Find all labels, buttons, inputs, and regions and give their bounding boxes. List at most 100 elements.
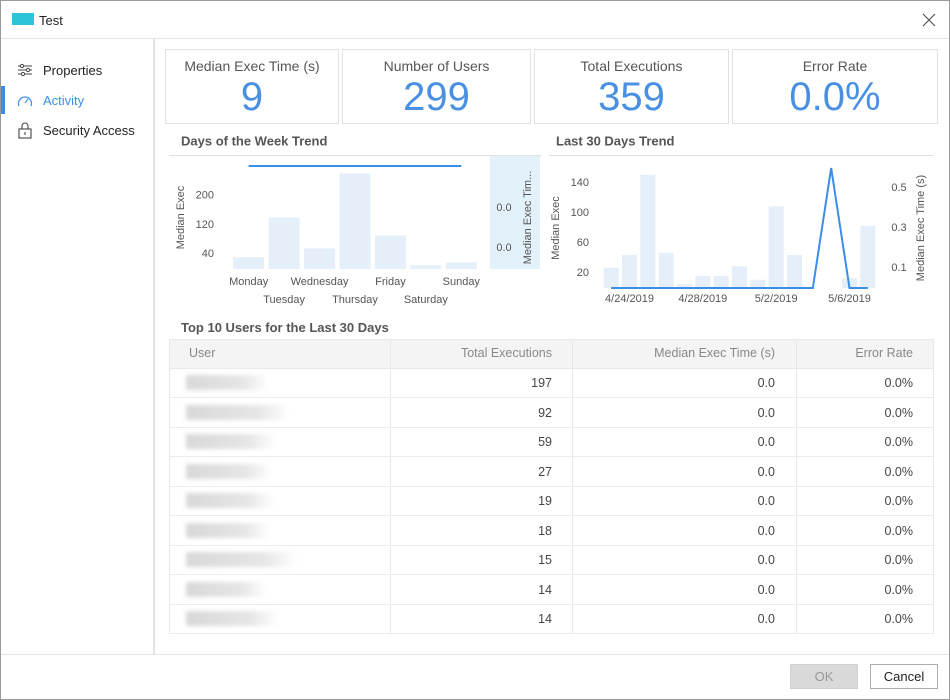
y-tick-label: 100: [571, 207, 589, 219]
y2-tick-label: 0.3: [891, 222, 906, 234]
bar: [750, 279, 766, 288]
nav-activity[interactable]: Activity: [43, 93, 85, 108]
chart-title: Last 30 Days Trend: [556, 133, 675, 148]
kpi-card: Error Rate 0.0%: [732, 49, 938, 124]
y2-tick-label: 0.0: [496, 202, 511, 214]
y-tick-label: 60: [577, 237, 589, 249]
kpi-label: Total Executions: [580, 58, 683, 74]
sidebar: [1, 39, 155, 654]
window-title: Test: [39, 13, 63, 28]
redacted-user: [186, 552, 298, 567]
kpi-label: Error Rate: [802, 58, 868, 74]
y-tick-label: 40: [202, 248, 214, 260]
column-header: Median Exec Time (s): [654, 346, 775, 360]
kpi-value: 0.0%: [789, 75, 881, 119]
title-bar: [1, 1, 949, 39]
ok-button[interactable]: OK: [790, 664, 858, 689]
row-divider: [170, 544, 933, 546]
redacted-user: [186, 522, 270, 538]
y-tick-label: 120: [196, 219, 214, 231]
bar: [677, 284, 692, 288]
bar: [695, 276, 711, 288]
bar: [787, 255, 802, 288]
footer-divider: [1, 654, 949, 655]
table-cell: 0.0: [757, 553, 775, 567]
redacted-user: [186, 404, 290, 420]
table-cell: 14: [538, 582, 552, 597]
close-button[interactable]: [921, 12, 937, 28]
nav-properties[interactable]: Properties: [43, 63, 103, 78]
x-tick-label: 4/24/2019: [605, 293, 654, 305]
nav-security[interactable]: Security Access: [43, 123, 135, 138]
row-divider: [170, 603, 933, 605]
trend-line: [611, 167, 868, 289]
y-tick-label: 20: [577, 267, 589, 279]
row-divider: [170, 456, 933, 457]
table-title: Top 10 Users for the Last 30 Days: [181, 320, 389, 335]
table-cell: 0.0%: [884, 464, 914, 479]
table-cell: 0.0%: [884, 435, 914, 449]
x-tick-label: Wednesday: [291, 276, 349, 288]
x-tick-label: 4/28/2019: [678, 293, 727, 305]
bar: [658, 252, 674, 288]
x-tick-label: Monday: [229, 276, 269, 288]
kpi-label: Number of Users: [383, 58, 490, 74]
y-axis-title: Median Exec: [175, 185, 187, 249]
table-cell: 0.0: [757, 376, 775, 390]
table-cell: 14: [538, 612, 552, 626]
table-cell: 0.0%: [884, 523, 914, 538]
bar: [732, 266, 747, 288]
chart-title: Days of the Week Trend: [181, 133, 327, 148]
table-cell: 15: [538, 553, 552, 567]
kpi-card: Total Executions 359: [534, 49, 729, 124]
x-tick-label: Saturday: [404, 294, 449, 306]
redacted-user: [186, 375, 268, 390]
row-divider: [170, 574, 933, 575]
row-divider: [170, 426, 933, 428]
hover-highlight: [490, 156, 540, 269]
table-cell: 92: [538, 405, 552, 420]
y2-axis-title: Median Exec Tim...: [522, 171, 534, 265]
bar: [640, 174, 656, 288]
kpi-value: 9: [240, 75, 264, 119]
cancel-button[interactable]: Cancel: [870, 664, 938, 689]
users-table: User Total Executions Median Exec Time (s)…: [169, 339, 934, 634]
selection-bar: [1, 86, 5, 114]
redacted-user: [186, 581, 266, 597]
sidebar-icons: [17, 63, 33, 139]
bar: [339, 173, 371, 269]
bar: [268, 217, 300, 269]
y2-tick-label: 0.0: [496, 242, 511, 254]
x-tick-label: Sunday: [443, 276, 481, 288]
row-divider: [170, 485, 933, 487]
table-cell: 0.0%: [884, 582, 914, 597]
y2-tick-label: 0.5: [891, 182, 906, 194]
row-divider: [170, 633, 933, 634]
bar: [445, 262, 477, 269]
row-divider: [170, 515, 933, 516]
bar: [374, 235, 406, 269]
y2-axis-title: Median Exec Time (s): [915, 175, 927, 281]
bar: [860, 225, 876, 288]
x-tick-label: 5/6/2019: [828, 293, 871, 305]
table-cell: 0.0: [757, 582, 775, 597]
table-cell: 0.0%: [884, 612, 914, 626]
column-divider: [390, 340, 391, 633]
x-tick-label: 5/2/2019: [755, 293, 798, 305]
x-tick-label: Friday: [375, 276, 406, 288]
kpi-value: 299: [403, 75, 470, 119]
table-cell: 0.0: [757, 405, 775, 420]
bar: [622, 255, 637, 288]
table-cell: 0.0: [757, 464, 775, 479]
table-cell: 0.0: [757, 523, 775, 538]
kpi-card: Median Exec Time (s) 9: [165, 49, 339, 124]
redacted-user: [186, 611, 278, 626]
bar: [304, 248, 336, 269]
bar: [603, 267, 619, 288]
bar: [233, 257, 265, 269]
table-cell: 18: [538, 523, 552, 538]
y-tick-label: 140: [571, 177, 589, 189]
column-divider: [796, 340, 797, 633]
table-cell: 19: [538, 494, 552, 508]
